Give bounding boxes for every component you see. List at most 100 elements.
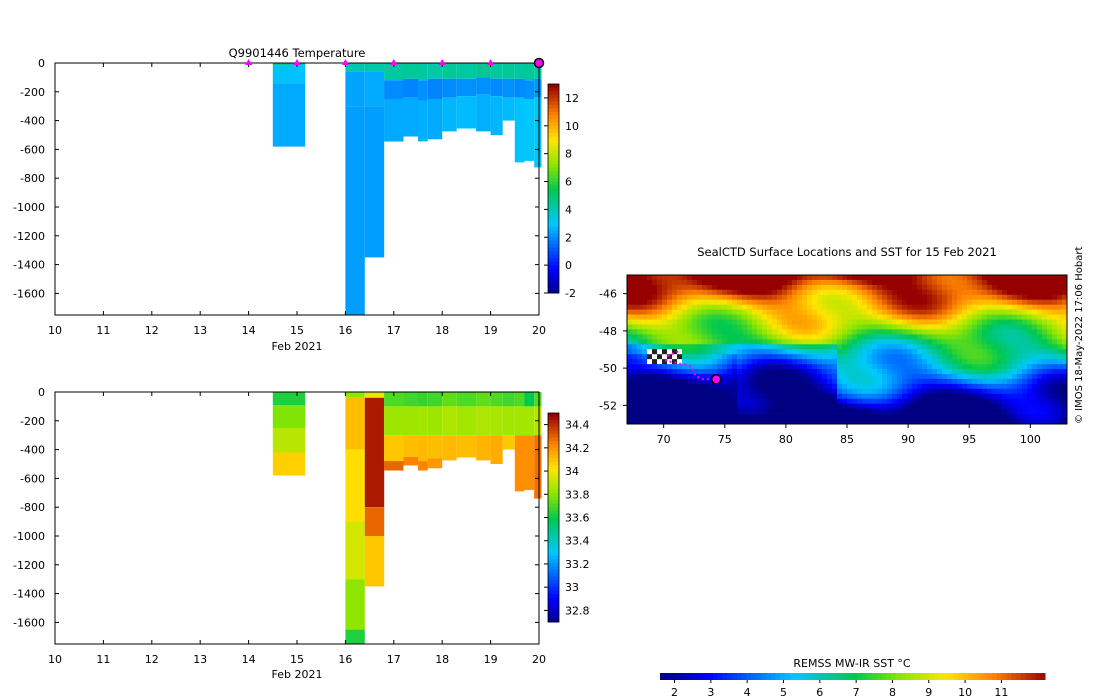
sst-cell: [632, 294, 638, 301]
sst-cell: [937, 339, 943, 345]
sst-cell: [927, 284, 933, 291]
sst-cell: [842, 299, 848, 305]
sst-cell: [677, 369, 683, 375]
sst-colorbar-segment: [900, 673, 906, 680]
profile-cell: [403, 78, 418, 98]
sst-cell: [947, 349, 953, 355]
sst-cell: [1052, 398, 1058, 404]
sst-cell: [827, 418, 833, 424]
sst-cell: [702, 408, 708, 414]
sst-cell: [752, 314, 758, 320]
sst-cell: [837, 334, 843, 340]
sst-cell: [632, 359, 638, 365]
sst-cell: [892, 403, 898, 409]
sst-cell: [927, 364, 933, 370]
sst-cell: [697, 359, 703, 365]
sst-cell: [947, 334, 953, 340]
sst-cell: [642, 398, 648, 404]
sst-cell: [992, 279, 998, 286]
sst-cell: [927, 304, 933, 310]
sst-cell: [937, 349, 943, 355]
sst-cell: [977, 383, 983, 390]
sst-cell: [857, 299, 863, 305]
sst-cell: [862, 374, 868, 380]
sst-cell: [1037, 284, 1043, 291]
sst-cell: [797, 329, 803, 335]
sst-cell: [1012, 334, 1018, 340]
sst-cell: [1047, 299, 1053, 305]
sst-cell: [797, 275, 803, 281]
sst-cell: [842, 393, 848, 400]
sst-cell: [1042, 279, 1048, 286]
sst-cell: [697, 383, 703, 390]
profile-cell: [442, 406, 457, 436]
sst-cell: [732, 413, 738, 419]
sst-cell: [897, 334, 903, 340]
sst-cell: [957, 408, 963, 414]
sst-cell: [907, 349, 913, 355]
sst-cell: [852, 369, 858, 375]
sst-cell: [842, 294, 848, 301]
sst-cell: [897, 319, 903, 325]
map-x-tick-label: 70: [657, 433, 671, 446]
sst-cell: [847, 413, 853, 419]
sst-cell: [717, 388, 723, 395]
sst-cell: [1057, 304, 1063, 310]
sst-cell: [642, 378, 648, 385]
sst-cell: [887, 378, 893, 385]
colorbar-tick-label: 34: [565, 465, 579, 478]
colorbar-segment: [548, 615, 559, 619]
sst-cell: [857, 403, 863, 409]
sst-cell: [632, 319, 638, 325]
x-tick-label: 11: [96, 324, 110, 337]
sst-colorbar-segment: [943, 673, 950, 680]
sst-cell: [777, 374, 783, 380]
sst-cell: [912, 329, 918, 335]
sst-cell: [872, 369, 878, 375]
sst-cell: [977, 309, 983, 315]
sst-cell: [1027, 304, 1033, 310]
sst-cell: [982, 403, 988, 409]
sst-cell: [672, 388, 678, 395]
sst-cell: [802, 393, 808, 400]
sst-cell: [767, 349, 773, 355]
sst-cell: [732, 279, 738, 286]
sst-cell: [717, 344, 723, 350]
sst-cell: [902, 275, 908, 281]
profile-cell: [502, 63, 515, 79]
sst-cell: [782, 324, 788, 330]
sst-cell: [737, 413, 743, 419]
sst-cell: [1027, 289, 1033, 296]
sst-cell: [1037, 324, 1043, 330]
profile-cell: [427, 435, 443, 459]
sst-cell: [822, 279, 828, 286]
sst-cell: [1037, 413, 1043, 419]
sst-cell: [717, 418, 723, 424]
sst-cell: [872, 374, 878, 380]
sst-cell: [707, 309, 713, 315]
sst-cell: [912, 299, 918, 305]
sst-cell: [872, 354, 878, 360]
sst-cell: [637, 349, 643, 355]
sst-cell: [992, 299, 998, 305]
sst-colorbar-segment: [1020, 673, 1027, 680]
sst-cell: [752, 284, 758, 291]
sst-cell: [1037, 289, 1043, 296]
sst-cell: [817, 299, 823, 305]
sst-cell: [972, 314, 978, 320]
sst-cell: [1057, 413, 1063, 419]
sst-cell: [692, 354, 698, 360]
sst-cell: [847, 275, 853, 281]
sst-cell: [662, 364, 668, 370]
sst-cell: [832, 299, 838, 305]
sst-cell: [872, 319, 878, 325]
sst-cell: [787, 275, 793, 281]
sst-cell: [997, 314, 1003, 320]
sst-cell: [952, 403, 958, 409]
sst-cell: [832, 398, 838, 404]
sst-cell: [967, 364, 973, 370]
sst-cell: [697, 418, 703, 424]
sst-cell: [1027, 398, 1033, 404]
colorbar-segment: [548, 482, 559, 487]
sst-map-panel: SealCTD Surface Locations and SST for 15…: [599, 245, 1085, 699]
